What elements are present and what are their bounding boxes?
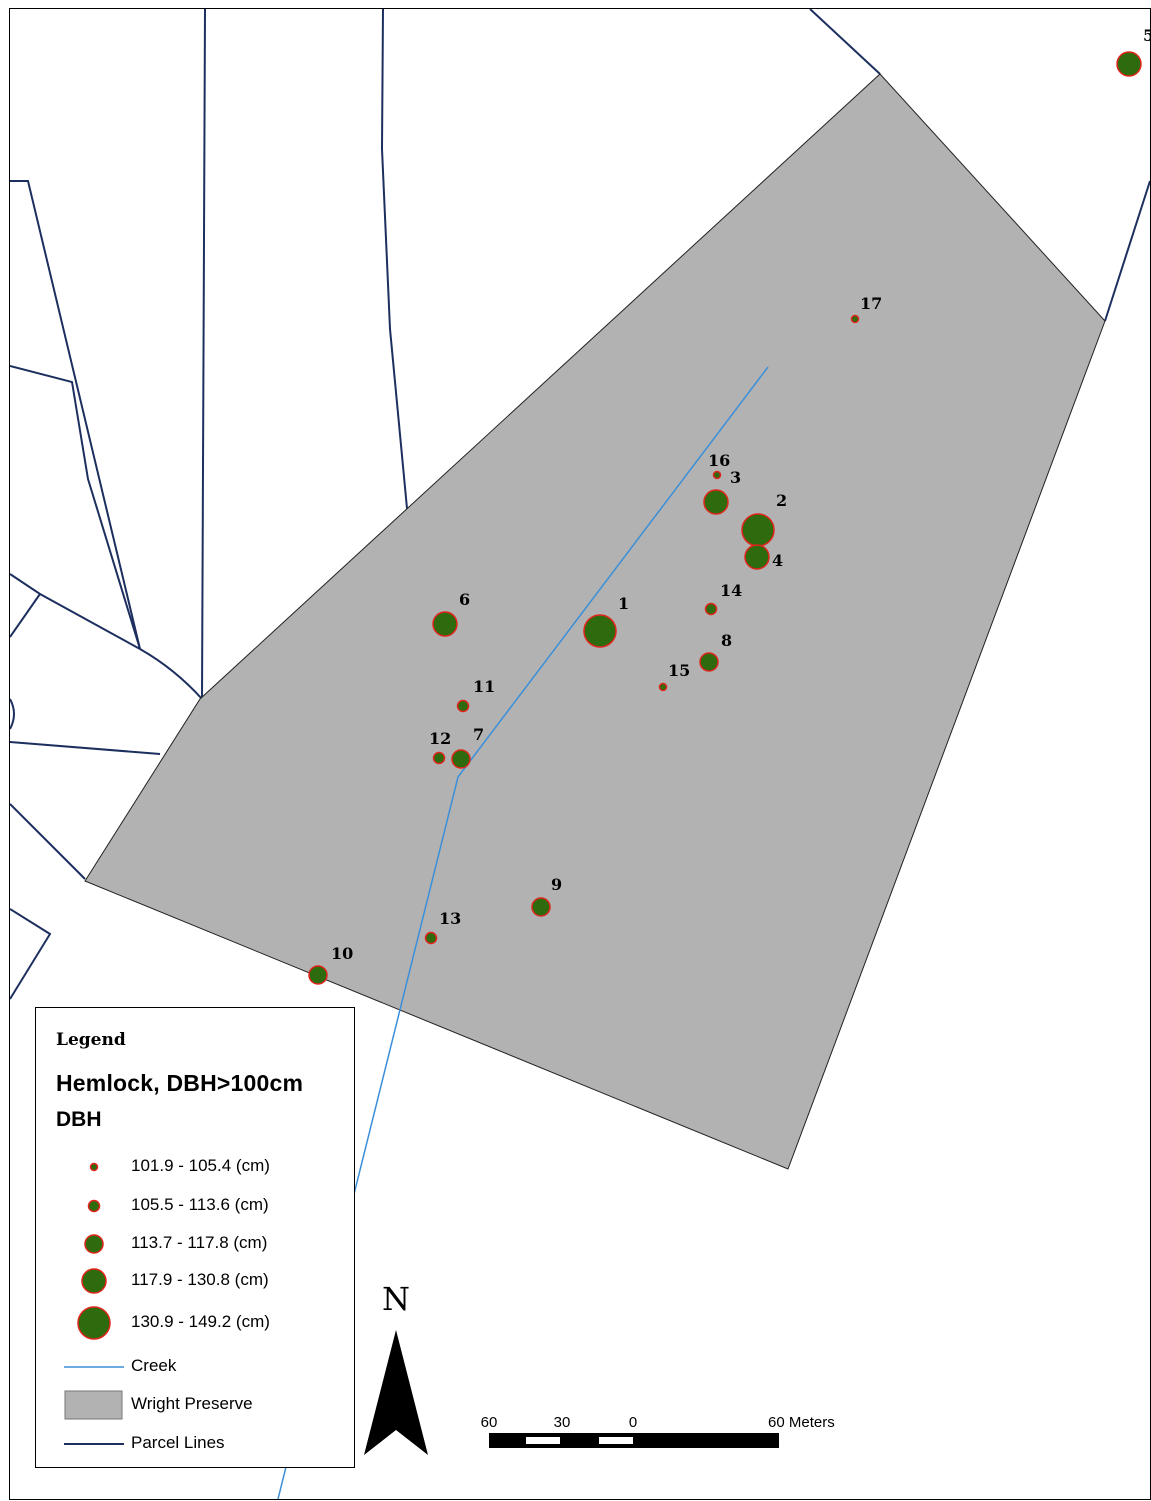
preserve-symbol xyxy=(64,1390,123,1420)
map-canvas: 1234567891011121314151617 xyxy=(10,9,1150,1499)
legend-class-3: 113.7 - 117.8 (cm) xyxy=(56,1227,346,1261)
parcel-symbol xyxy=(64,1443,124,1445)
parcel-lines xyxy=(10,9,1150,1000)
parcel-line xyxy=(10,365,141,650)
tree-point-11 xyxy=(456,699,470,713)
tree-label-11: 11 xyxy=(473,677,495,696)
parcel-line xyxy=(201,9,206,700)
tree-label-9: 9 xyxy=(551,875,562,894)
tree-point-14 xyxy=(704,602,718,616)
legend: Legend Hemlock, DBH>100cm DBH 101.9 - 10… xyxy=(35,1007,355,1468)
legend-field-name: DBH xyxy=(56,1108,102,1131)
scale-label-0: 0 xyxy=(629,1414,637,1431)
tree-point-1 xyxy=(583,614,617,648)
tree-point-9 xyxy=(531,897,551,917)
tree-point-3 xyxy=(703,489,729,515)
legend-class-5: 130.9 - 149.2 (cm) xyxy=(56,1306,346,1340)
tree-point-5 xyxy=(1116,51,1142,77)
legend-class-label: 105.5 - 113.6 (cm) xyxy=(131,1195,269,1214)
tree-label-3: 3 xyxy=(730,468,741,487)
legend-parcel-label: Parcel Lines xyxy=(131,1433,225,1452)
tree-point-8 xyxy=(699,652,719,672)
tree-symbol-class-3 xyxy=(84,1234,104,1254)
legend-creek: Creek xyxy=(56,1350,346,1384)
tree-point-7 xyxy=(451,749,471,769)
tree-label-8: 8 xyxy=(721,631,732,650)
tree-label-5: 5 xyxy=(1143,26,1150,45)
north-arrow: N xyxy=(364,1280,428,1455)
tree-label-15: 15 xyxy=(668,661,690,680)
legend-layer-title: Hemlock, DBH>100cm xyxy=(56,1070,304,1096)
tree-symbol-class-1 xyxy=(89,1162,99,1172)
legend-class-2: 105.5 - 113.6 (cm) xyxy=(56,1189,346,1223)
tree-label-2: 2 xyxy=(776,491,787,510)
tree-label-1: 1 xyxy=(618,594,629,613)
tree-symbol-class-4 xyxy=(81,1268,107,1294)
parcel-line xyxy=(10,593,41,638)
tree-label-14: 14 xyxy=(720,581,742,600)
parcel-line xyxy=(10,180,141,650)
parcel-line xyxy=(10,741,161,755)
parcel-line xyxy=(1104,180,1150,322)
creek-symbol xyxy=(64,1366,124,1368)
scale-label-60-left: 60 xyxy=(481,1414,498,1431)
legend-class-1: 101.9 - 105.4 (cm) xyxy=(56,1150,346,1184)
tree-label-12: 12 xyxy=(429,729,451,748)
tree-label-17: 17 xyxy=(860,294,882,313)
tree-label-4: 4 xyxy=(772,551,783,570)
tree-point-16 xyxy=(712,470,722,480)
scale-bar-segments xyxy=(489,1433,779,1448)
legend-parcels: Parcel Lines xyxy=(56,1427,346,1461)
legend-creek-label: Creek xyxy=(131,1356,177,1375)
tree-label-6: 6 xyxy=(459,590,470,609)
parcel-line xyxy=(10,908,52,1000)
tree-points: 1234567891011121314151617 xyxy=(308,26,1150,985)
legend-class-label: 117.9 - 130.8 (cm) xyxy=(131,1270,269,1289)
parcel-line xyxy=(10,803,86,880)
tree-symbol-class-5 xyxy=(77,1306,111,1340)
north-arrow-icon xyxy=(364,1330,428,1455)
legend-title: Legend xyxy=(56,1030,126,1050)
parcel-line xyxy=(10,698,15,730)
tree-point-17 xyxy=(850,314,860,324)
north-arrow-label: N xyxy=(382,1280,410,1318)
tree-symbol-class-2 xyxy=(87,1199,101,1213)
legend-class-label: 130.9 - 149.2 (cm) xyxy=(131,1312,270,1331)
parcel-line xyxy=(139,648,203,700)
tree-label-16: 16 xyxy=(708,451,730,470)
tree-point-12 xyxy=(432,751,446,765)
legend-preserve: Wright Preserve xyxy=(56,1388,346,1422)
scale-label-60-meters: 60 Meters xyxy=(768,1414,835,1431)
legend-class-label: 101.9 - 105.4 (cm) xyxy=(131,1156,270,1175)
scale-bar: 60 30 0 60 Meters xyxy=(481,1414,835,1448)
scale-label-30: 30 xyxy=(554,1414,571,1431)
legend-class-label: 113.7 - 117.8 (cm) xyxy=(131,1233,268,1252)
parcel-line xyxy=(380,9,409,520)
tree-label-10: 10 xyxy=(331,944,353,963)
legend-preserve-label: Wright Preserve xyxy=(131,1394,253,1413)
tree-point-15 xyxy=(658,682,668,692)
tree-point-4 xyxy=(744,544,770,570)
parcel-line xyxy=(809,9,881,75)
tree-point-10 xyxy=(308,965,328,985)
tree-point-6 xyxy=(432,611,458,637)
tree-label-7: 7 xyxy=(473,725,484,744)
tree-label-13: 13 xyxy=(439,909,461,928)
tree-point-2 xyxy=(741,513,775,547)
legend-class-4: 117.9 - 130.8 (cm) xyxy=(56,1264,346,1298)
tree-point-13 xyxy=(424,931,438,945)
